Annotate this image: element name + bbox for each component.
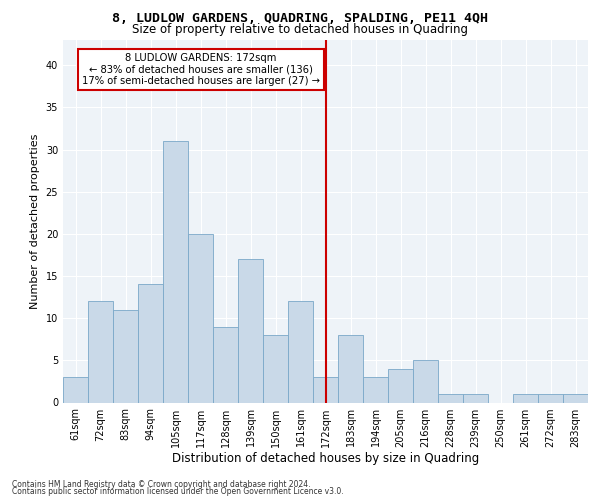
Bar [163, 141, 188, 403]
Bar [138, 284, 163, 403]
Bar [313, 377, 338, 402]
Bar [563, 394, 588, 402]
Text: Contains HM Land Registry data © Crown copyright and database right 2024.: Contains HM Land Registry data © Crown c… [12, 480, 311, 489]
Text: 8, LUDLOW GARDENS, QUADRING, SPALDING, PE11 4QH: 8, LUDLOW GARDENS, QUADRING, SPALDING, P… [112, 12, 488, 24]
Bar [413, 360, 438, 403]
X-axis label: Distribution of detached houses by size in Quadring: Distribution of detached houses by size … [172, 452, 479, 466]
Bar [63, 377, 88, 402]
Bar [113, 310, 138, 402]
Bar [238, 259, 263, 402]
Bar [88, 302, 113, 402]
Bar [538, 394, 563, 402]
Bar [213, 326, 238, 402]
Bar [288, 302, 313, 402]
Bar [338, 335, 363, 402]
Text: Size of property relative to detached houses in Quadring: Size of property relative to detached ho… [132, 22, 468, 36]
Bar [263, 335, 288, 402]
Bar [463, 394, 488, 402]
Bar [438, 394, 463, 402]
Text: 8 LUDLOW GARDENS: 172sqm
← 83% of detached houses are smaller (136)
17% of semi-: 8 LUDLOW GARDENS: 172sqm ← 83% of detach… [82, 52, 320, 86]
Bar [388, 369, 413, 402]
Bar [363, 377, 388, 402]
Bar [513, 394, 538, 402]
Y-axis label: Number of detached properties: Number of detached properties [30, 134, 40, 309]
Text: Contains public sector information licensed under the Open Government Licence v3: Contains public sector information licen… [12, 487, 344, 496]
Bar [188, 234, 213, 402]
